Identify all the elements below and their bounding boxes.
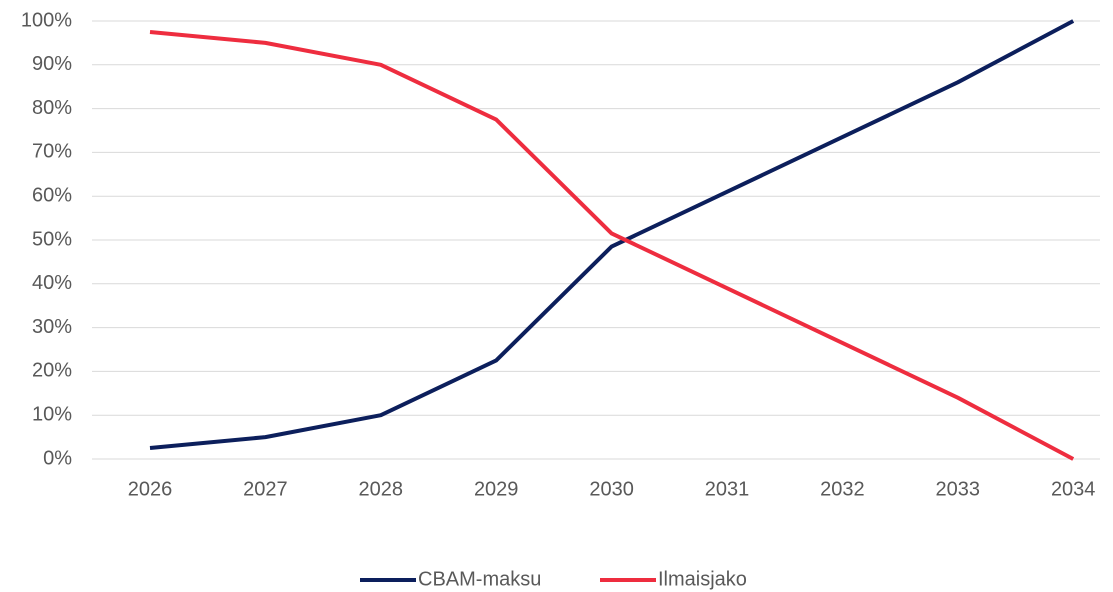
y-tick-label: 80% [32,97,72,119]
x-tick-label: 2028 [359,478,404,500]
legend-label: CBAM-maksu [418,568,541,590]
x-tick-label: 2034 [1051,478,1096,500]
y-tick-label: 20% [32,360,72,382]
x-tick-label: 2031 [705,478,750,500]
y-tick-label: 50% [32,228,72,250]
y-tick-label: 10% [32,403,72,425]
x-tick-label: 2027 [243,478,288,500]
series-line [149,29,1075,461]
y-tick-label: 90% [32,53,72,75]
x-tick-label: 2033 [936,478,981,500]
x-tick-label: 2030 [589,478,634,500]
y-tick-label: 60% [32,184,72,206]
y-tick-label: 0% [43,447,72,469]
x-tick-label: 2032 [820,478,865,500]
y-tick-label: 70% [32,141,72,163]
series-line [149,19,1075,451]
legend-label: Ilmaisjako [658,568,747,590]
x-tick-label: 2029 [474,478,519,500]
y-tick-label: 40% [32,272,72,294]
x-tick-label: 2026 [128,478,173,500]
y-tick-label: 100% [21,9,72,31]
y-tick-label: 30% [32,316,72,338]
